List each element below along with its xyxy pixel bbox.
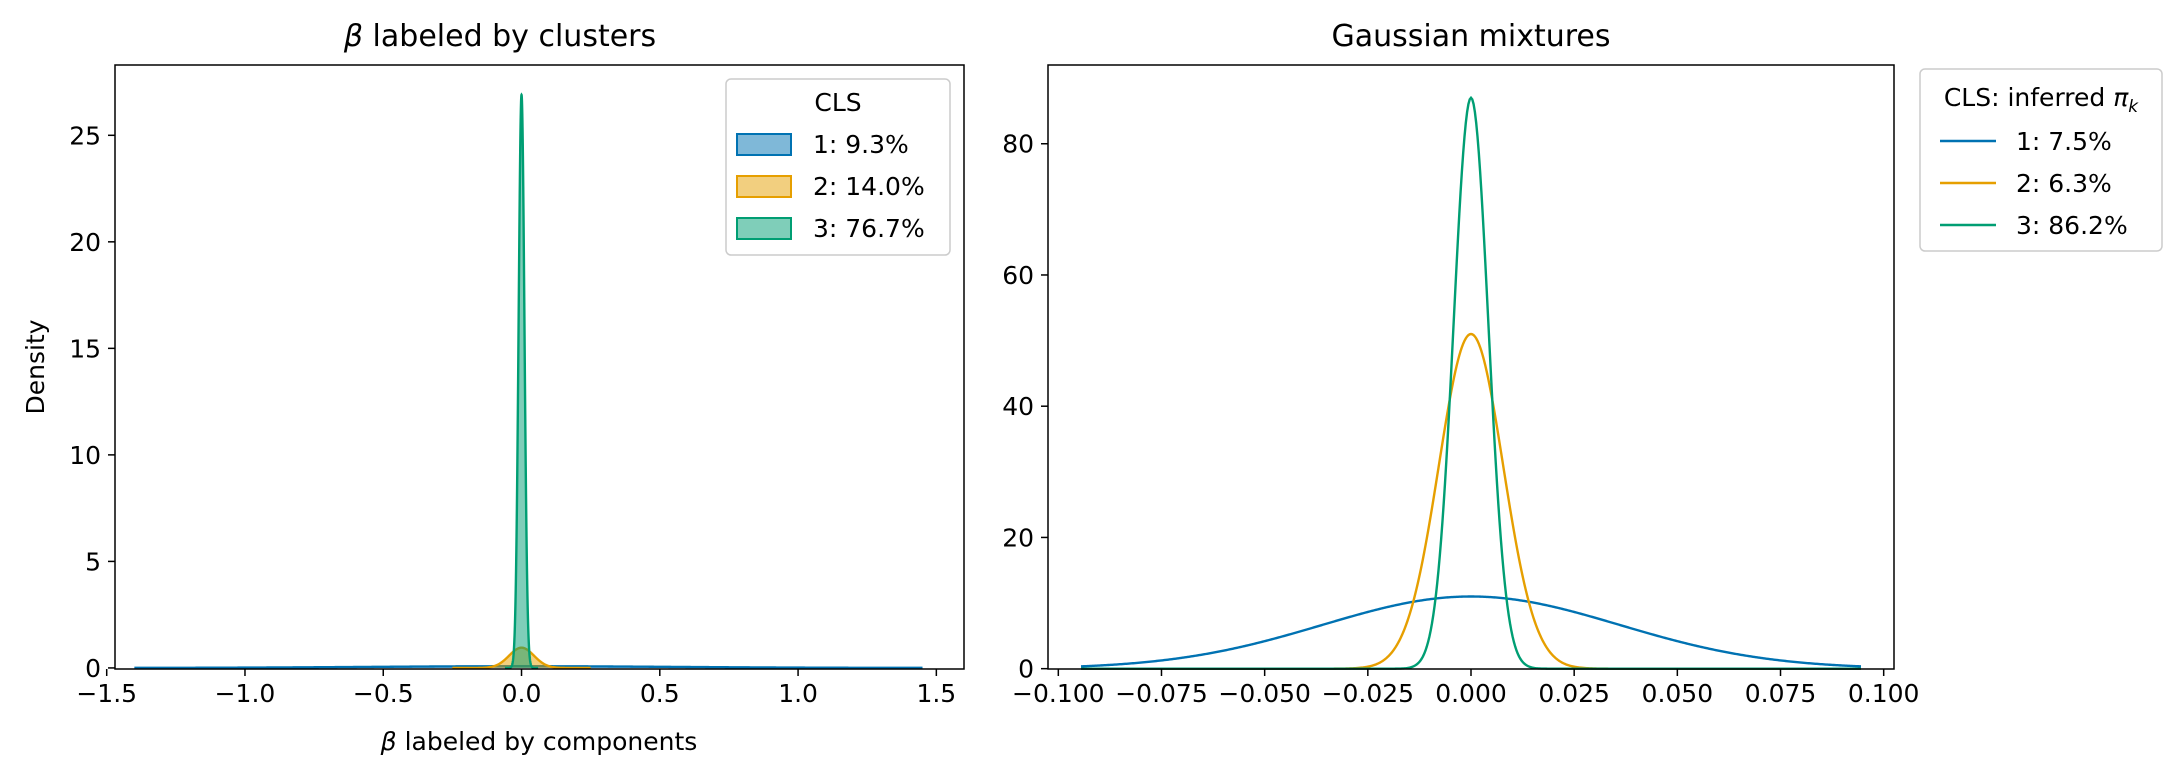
- chart-left-y-tick-label: 5: [85, 547, 101, 576]
- chart-left-x-ticks: −1.5 −1.0 −0.5 0.0 0.5 1.0 1.5: [76, 669, 956, 708]
- chart-left: β labeled by clusters −1.5 −1.0 −0.5 0.0 0.5…: [21, 19, 965, 756]
- chart-left-x-tick-label: 0.0: [502, 679, 542, 708]
- chart-left-y-tick-label: 10: [69, 441, 101, 470]
- chart-left-x-axis-label: β labeled by components: [380, 727, 698, 756]
- chart-right-line-series-3: [1081, 95, 1861, 670]
- chart-left-x-tick-label: 1.5: [916, 679, 956, 708]
- chart-left-x-tick-label: 0.5: [640, 679, 680, 708]
- legend-label-1: 1: 9.3%: [813, 130, 909, 159]
- chart-right-y-tick-label: 0: [1018, 655, 1034, 684]
- chart-right-x-tick-label: 0.025: [1538, 679, 1610, 708]
- legend-label-2: 2: 6.3%: [2016, 169, 2112, 198]
- chart-left-y-tick-label: 20: [69, 228, 101, 257]
- chart-right-x-tick-label: 0.100: [1848, 679, 1920, 708]
- chart-left-y-tick-label: 15: [69, 334, 101, 363]
- chart-left-y-tick-label: 0: [85, 654, 101, 683]
- chart-left-x-tick-label: −0.5: [353, 679, 414, 708]
- legend-label-3: 3: 76.7%: [813, 214, 925, 243]
- legend-frame: [725, 78, 951, 256]
- chart-right-x-tick-label: −0.100: [1012, 679, 1105, 708]
- legend-swatch-1: [736, 133, 792, 156]
- chart-left-plot-frame: [114, 64, 965, 670]
- legend-title: CLS: inferred πk: [1944, 83, 2139, 117]
- chart-left-y-ticks: 0 5 10 15 20 25: [69, 121, 115, 683]
- chart-right-x-tick-label: 0.050: [1642, 679, 1714, 708]
- chart-right-x-tick-label: 0.075: [1745, 679, 1817, 708]
- legend-frame: [1919, 68, 2163, 252]
- chart-right-x-tick-label: −0.050: [1218, 679, 1311, 708]
- chart-left-legend: CLS 1: 9.3% 2: 14.0% 3: 76.7%: [725, 78, 951, 256]
- chart-right-plot-frame: [1047, 64, 1895, 670]
- chart-right-y-tick-label: 80: [1002, 130, 1034, 159]
- chart-right-x-tick-label: −0.075: [1115, 679, 1208, 708]
- chart-right-y-tick-label: 20: [1002, 523, 1034, 552]
- chart-left-x-tick-label: −1.0: [215, 679, 276, 708]
- chart-right-y-tick-label: 40: [1002, 392, 1034, 421]
- legend-swatch-3: [736, 217, 792, 240]
- chart-right-x-tick-label: −0.025: [1322, 679, 1415, 708]
- chart-left-x-tick-label: 1.0: [778, 679, 818, 708]
- chart-right-title: Gaussian mixtures: [1331, 19, 1610, 54]
- chart-left-y-tick-label: 25: [69, 121, 101, 150]
- chart-left-series: [134, 92, 923, 670]
- chart-left-title: β labeled by clusters: [343, 19, 656, 54]
- chart-left-line-series-3: [504, 92, 539, 670]
- chart-right-x-tick-label: 0.000: [1435, 679, 1507, 708]
- chart-left-x-tick-label: −1.5: [76, 679, 137, 708]
- legend-swatch-2: [736, 175, 792, 198]
- chart-right-line-series-1: [1080, 595, 1862, 668]
- chart-right-line-series-2: [1081, 332, 1861, 670]
- chart-left-area-series-3: [504, 94, 539, 668]
- legend-title: CLS: [814, 88, 861, 117]
- chart-right-legend: CLS: inferred πk 1: 7.5% 2: 6.3% 3: 86.2…: [1919, 68, 2163, 252]
- chart-right-series: [1080, 95, 1862, 670]
- legend-label-3: 3: 86.2%: [2016, 211, 2128, 240]
- chart-left-y-axis-label: Density: [21, 319, 50, 414]
- legend-label-1: 1: 7.5%: [2016, 127, 2112, 156]
- chart-right-x-ticks: −0.100 −0.075 −0.050 −0.025 0.000 0.025 0.050 0…: [1012, 669, 1919, 708]
- chart-right-y-ticks: 0 20 40 60 80: [1002, 130, 1048, 684]
- chart-right-y-tick-label: 60: [1002, 261, 1034, 290]
- chart-right: Gaussian mixtures −0.100 −0.075 −0.050 −0.0…: [1002, 19, 2163, 708]
- legend-label-2: 2: 14.0%: [813, 172, 925, 201]
